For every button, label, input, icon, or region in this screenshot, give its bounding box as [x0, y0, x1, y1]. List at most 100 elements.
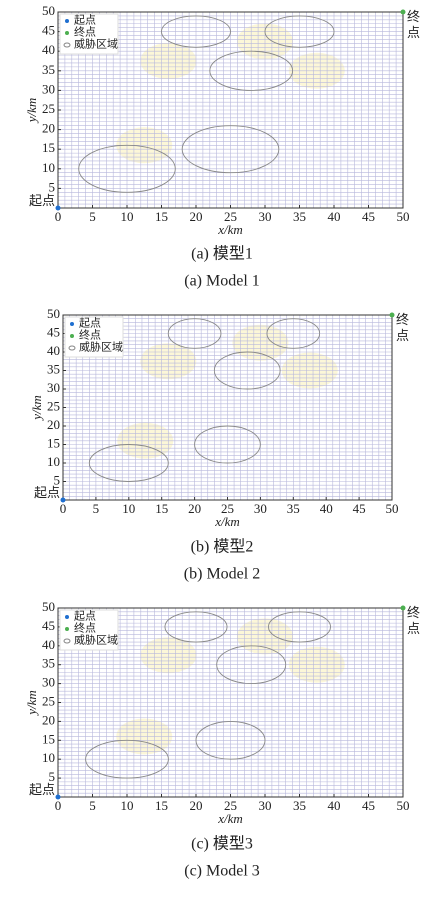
- legend-symbol: [68, 345, 76, 351]
- x-axis-label: x/km: [217, 811, 243, 826]
- legend-label: 威胁区域: [79, 340, 123, 354]
- y-tick-label: 15: [47, 435, 60, 450]
- legend-label: 起点: [79, 317, 101, 330]
- threat-area: [78, 144, 176, 193]
- y-tick-label: 5: [54, 472, 61, 487]
- threat-area: [209, 50, 294, 91]
- x-tick-label: 30: [254, 501, 267, 516]
- caption-en: (b) Model 2: [184, 566, 260, 583]
- threat-area: [266, 318, 321, 349]
- y-tick-label: 50: [47, 306, 60, 321]
- annotation: 起点: [29, 193, 55, 208]
- x-tick-label: 5: [89, 798, 96, 813]
- caption-en: (c) Model 3: [184, 863, 260, 880]
- legend-label: 终点: [79, 328, 101, 342]
- y-tick-label: 5: [49, 179, 56, 194]
- y-tick-label: 15: [42, 140, 55, 155]
- threat-area: [268, 611, 332, 643]
- threat-area: [264, 15, 335, 48]
- x-tick-label: 45: [362, 209, 375, 224]
- caption-cn: (c) 模型3: [191, 835, 253, 853]
- legend-label: 起点: [74, 14, 96, 27]
- y-tick-label: 45: [42, 618, 55, 633]
- threat-area: [85, 739, 169, 779]
- x-tick-label: 15: [155, 501, 168, 516]
- x-tick-label: 20: [190, 798, 203, 813]
- threat-area: [216, 645, 287, 685]
- legend-label: 威胁区域: [74, 633, 118, 647]
- x-tick-label: 50: [397, 209, 410, 224]
- x-tick-label: 35: [293, 798, 306, 813]
- legend-box: [59, 13, 119, 55]
- legend-label: 起点: [74, 610, 96, 623]
- annotation: 终点: [407, 9, 420, 40]
- x-tick-label: 35: [293, 209, 306, 224]
- x-tick-label: 25: [224, 209, 237, 224]
- x-tick-label: 0: [55, 209, 62, 224]
- y-tick-label: 20: [47, 417, 60, 432]
- point: [400, 9, 406, 15]
- legend-symbol: [65, 31, 69, 35]
- y-tick-label: 10: [42, 160, 55, 175]
- y-tick-label: 30: [42, 81, 55, 96]
- x-tick-label: 40: [320, 501, 333, 516]
- threat-area: [161, 15, 231, 48]
- point: [55, 205, 61, 211]
- x-tick-label: 10: [121, 798, 134, 813]
- y-tick-label: 25: [42, 693, 55, 708]
- point: [389, 312, 395, 318]
- y-tick-label: 20: [42, 121, 55, 136]
- y-tick-label: 45: [47, 324, 60, 339]
- threat-area: [213, 351, 281, 390]
- x-tick-label: 45: [353, 501, 366, 516]
- y-tick-label: 25: [42, 101, 55, 116]
- x-tick-label: 40: [328, 209, 341, 224]
- point: [60, 497, 66, 503]
- y-tick-label: 50: [42, 599, 55, 614]
- y-tick-label: 35: [47, 361, 60, 376]
- annotation: 起点: [34, 485, 60, 500]
- annotation: 终点: [407, 605, 420, 636]
- x-tick-label: 35: [287, 501, 300, 516]
- y-axis-label: y/km: [24, 98, 39, 125]
- threat-area: [195, 720, 266, 760]
- y-tick-label: 35: [42, 656, 55, 671]
- point: [400, 605, 406, 611]
- point: [55, 794, 61, 800]
- x-tick-label: 25: [221, 501, 234, 516]
- y-tick-label: 50: [42, 3, 55, 18]
- caption-en: (a) Model 1: [184, 273, 260, 290]
- y-tick-label: 30: [42, 675, 55, 690]
- y-tick-label: 25: [47, 398, 60, 413]
- y-tick-label: 20: [42, 712, 55, 727]
- y-tick-label: 15: [42, 731, 55, 746]
- x-axis-label: x/km: [214, 514, 240, 529]
- x-tick-label: 10: [122, 501, 135, 516]
- y-tick-label: 10: [47, 454, 60, 469]
- legend-symbol: [63, 42, 71, 48]
- x-tick-label: 20: [188, 501, 201, 516]
- x-tick-label: 0: [55, 798, 62, 813]
- y-tick-label: 45: [42, 23, 55, 38]
- x-tick-label: 40: [328, 798, 341, 813]
- x-tick-label: 25: [224, 798, 237, 813]
- legend-label: 终点: [74, 25, 96, 39]
- y-tick-label: 40: [47, 343, 60, 358]
- legend-symbol: [70, 322, 74, 326]
- y-tick-label: 10: [42, 750, 55, 765]
- y-tick-label: 40: [42, 637, 55, 652]
- legend-box: [59, 609, 119, 651]
- y-axis-label: y/km: [24, 690, 39, 717]
- y-tick-label: 40: [42, 42, 55, 57]
- x-axis-label: x/km: [217, 222, 243, 237]
- x-tick-label: 20: [190, 209, 203, 224]
- annotation: 终点: [396, 312, 409, 343]
- threat-area: [167, 318, 222, 349]
- x-tick-label: 5: [89, 209, 96, 224]
- x-tick-label: 30: [259, 798, 272, 813]
- threat-area: [164, 611, 228, 643]
- threat-area: [88, 444, 169, 482]
- legend-symbol: [63, 638, 71, 644]
- x-tick-label: 15: [155, 209, 168, 224]
